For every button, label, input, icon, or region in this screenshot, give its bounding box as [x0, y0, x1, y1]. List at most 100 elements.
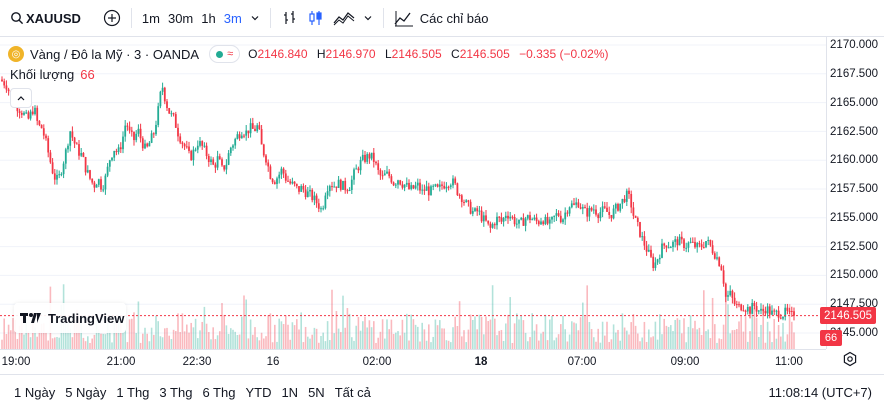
candle-body [377, 163, 380, 170]
volume-bar [522, 320, 525, 349]
volume-bar [549, 319, 551, 349]
area-chart-style-button[interactable] [329, 4, 359, 32]
volume-value: 66 [80, 67, 95, 82]
volume-bar [652, 336, 654, 349]
candle-body [280, 168, 283, 175]
candle-body [757, 310, 760, 312]
candle-body [254, 128, 256, 132]
settings-icon[interactable] [842, 351, 858, 367]
volume-bar [168, 335, 170, 349]
volume-bar [663, 318, 665, 349]
interval-dropdown[interactable] [246, 4, 264, 32]
tradingview-watermark[interactable]: TradingView [14, 303, 126, 333]
bar-chart-style-button[interactable] [277, 4, 303, 32]
volume-bar [692, 328, 694, 349]
candle-body [78, 144, 80, 156]
volume-bar [346, 308, 349, 349]
interval-1h[interactable]: 1h [201, 10, 216, 26]
candle-chart-style-button[interactable] [303, 4, 329, 32]
candle-body [504, 215, 507, 219]
volume-bar [786, 334, 789, 349]
range-1y[interactable]: 1N [281, 384, 299, 400]
volume-bar [766, 321, 769, 349]
market-status-pill[interactable]: ≈ [209, 45, 241, 63]
candle-body [500, 217, 503, 222]
clock-timezone[interactable]: 11:08:14 (UTC+7) [768, 385, 872, 400]
compare-button[interactable] [99, 4, 125, 32]
interval-3m[interactable]: 3m [223, 10, 242, 26]
candle-body [551, 216, 553, 220]
candle-body [216, 156, 219, 168]
time-scale[interactable]: 19:00 21:00 22:30 16 02:00 18 07:00 09:0… [0, 349, 826, 375]
volume-bar [584, 316, 586, 349]
volume-bar [335, 311, 338, 349]
interval-30m[interactable]: 30m [167, 10, 194, 26]
candle-body [311, 189, 314, 201]
candle-body [328, 186, 331, 192]
indicators-button[interactable]: Các chỉ báo [390, 4, 493, 32]
candle-body [293, 181, 296, 184]
price-scale[interactable]: 2170.000 2167.500 2165.000 2162.500 2160… [826, 37, 884, 349]
volume-bar [579, 317, 582, 349]
volume-bar [260, 332, 263, 349]
candle-body [493, 224, 496, 226]
collapse-legend-button[interactable] [10, 88, 32, 108]
candle-body [562, 219, 564, 223]
range-5d[interactable]: 5 Ngày [65, 384, 107, 400]
volume-bar [155, 315, 157, 349]
chart-pane[interactable]: ◎ Vàng / Đô la Mỹ · 3 · OANDA ≈ O2146.84… [0, 36, 884, 374]
candle-body [273, 182, 276, 185]
candle-body [315, 195, 318, 204]
indicators-icon [394, 11, 413, 27]
volume-bar [678, 319, 681, 349]
volume-bar [289, 339, 291, 349]
volume-bar [238, 334, 241, 349]
last-price-label: 2146.505 [820, 307, 876, 324]
volume-bar [188, 332, 190, 349]
volume-bar [249, 319, 252, 349]
candle-body [709, 239, 712, 246]
volume-bar [485, 316, 487, 349]
instrument-title[interactable]: Vàng / Đô la Mỹ · 3 · OANDA [30, 46, 200, 62]
price-tick: 2170.000 [830, 39, 878, 51]
volume-bar [703, 290, 705, 349]
candle-body [247, 130, 250, 134]
candle-body [524, 218, 527, 226]
candle-body [511, 216, 514, 218]
candle-body [218, 156, 221, 160]
candle-body [172, 113, 175, 115]
candle-body [214, 164, 217, 168]
volume-bar [498, 330, 500, 349]
volume-bar [375, 342, 377, 349]
volume-bar [425, 340, 428, 349]
volume-bar [564, 329, 566, 349]
range-1m[interactable]: 1 Thg [116, 384, 150, 400]
candle-body [56, 174, 58, 180]
candle-body [383, 173, 386, 176]
volume-legend[interactable]: Khối lượng 66 [10, 67, 95, 82]
volume-bar [98, 329, 100, 349]
candle-body [570, 203, 573, 208]
chart-legend: ◎ Vàng / Đô la Mỹ · 3 · OANDA ≈ O2146.84… [8, 45, 615, 63]
volume-bar [683, 318, 685, 349]
volume-bar [199, 330, 201, 349]
range-6m[interactable]: 6 Thg [202, 384, 236, 400]
volume-bar [214, 339, 217, 349]
range-3m[interactable]: 3 Thg [159, 384, 193, 400]
candle-body [291, 181, 294, 184]
candle-body [210, 159, 212, 163]
price-chart[interactable] [0, 37, 884, 375]
candle-body [603, 206, 606, 208]
interval-1m[interactable]: 1m [141, 10, 160, 26]
range-1d[interactable]: 1 Ngày [14, 384, 56, 400]
volume-bar [527, 341, 529, 349]
candle-body [764, 311, 767, 314]
candle-body [733, 297, 736, 305]
chart-style-dropdown[interactable] [359, 4, 377, 32]
symbol-search[interactable]: XAUUSD [6, 4, 85, 32]
volume-bar [322, 332, 324, 349]
range-ytd[interactable]: YTD [245, 384, 272, 400]
candle-body [608, 211, 611, 215]
range-5y[interactable]: 5N [308, 384, 325, 400]
range-all[interactable]: Tất cả [334, 384, 371, 400]
